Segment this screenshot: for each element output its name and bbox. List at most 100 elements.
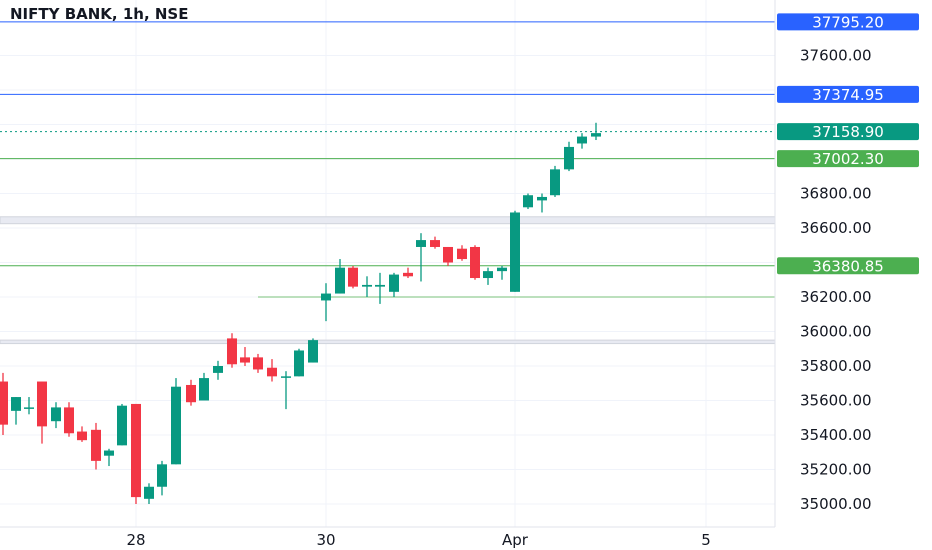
y-tick-label: 36600.00	[800, 219, 872, 237]
price-badge-label: 37374.95	[812, 86, 884, 104]
candle-down	[348, 265, 358, 289]
price-badge-bg	[777, 123, 919, 141]
candle-up	[24, 397, 34, 415]
candle-up	[510, 210, 520, 292]
candle-up	[157, 460, 167, 496]
zones	[0, 216, 776, 345]
candle-down	[267, 359, 277, 382]
candle-up	[294, 348, 304, 377]
candle-body	[199, 378, 209, 401]
candle-body	[483, 271, 493, 279]
candle-body	[37, 381, 47, 427]
candle-up	[564, 141, 574, 172]
candle-down	[457, 245, 467, 261]
candle-body	[497, 267, 507, 272]
candle-down	[64, 402, 74, 437]
candle-down	[240, 347, 250, 366]
candle-body	[267, 367, 277, 377]
candle-body	[335, 267, 345, 294]
x-tick-label: 5	[701, 531, 711, 549]
candle-body	[362, 284, 372, 287]
candle-body	[186, 384, 196, 403]
candle-up	[308, 338, 318, 363]
candle-body	[577, 136, 587, 144]
price-badge-bg	[777, 257, 919, 275]
zone-band	[0, 216, 776, 225]
candle-up	[550, 165, 560, 197]
price-badge-bg	[777, 150, 919, 168]
candle-body	[403, 272, 413, 277]
y-tick-label: 35000.00	[800, 495, 872, 513]
candle-up	[523, 193, 533, 210]
candle-body	[523, 195, 533, 208]
candle-body	[77, 431, 87, 441]
candle-up	[104, 448, 114, 467]
price-badge: 37374.95	[777, 85, 919, 104]
price-badge: 37795.20	[777, 13, 919, 31]
price-badge: 36380.85	[777, 257, 919, 275]
candle-down	[253, 353, 263, 373]
candle-up	[51, 402, 61, 429]
candle-body	[294, 350, 304, 377]
y-tick-label: 35400.00	[800, 426, 872, 444]
candle-body	[157, 464, 167, 487]
candle-up	[497, 265, 507, 280]
candles	[0, 122, 601, 504]
candle-body	[430, 240, 440, 247]
candle-up	[389, 272, 399, 297]
y-tick-label: 35800.00	[800, 357, 872, 375]
x-tick-label: 30	[316, 531, 335, 549]
price-badge: 37002.30	[777, 150, 919, 168]
candle-up	[375, 272, 385, 304]
candle-down	[430, 236, 440, 249]
candle-body	[91, 429, 101, 461]
candle-body	[348, 267, 358, 287]
candle-down	[37, 381, 47, 444]
candle-down	[443, 246, 453, 266]
candle-down	[186, 379, 196, 406]
time-axis[interactable]: 28 30 Apr 5	[126, 531, 710, 549]
candle-body	[375, 284, 385, 287]
y-tick-label: 35600.00	[800, 392, 872, 410]
level-lines	[0, 21, 775, 298]
candle-down	[77, 426, 87, 442]
candle-body	[591, 133, 601, 137]
price-axis[interactable]: 35000.00 35200.00 35400.00 35600.00 35800.00…	[800, 47, 872, 514]
candle-body	[537, 196, 547, 201]
candle-body	[389, 274, 399, 292]
candle-body	[308, 340, 318, 363]
chart-title: NIFTY BANK, 1h, NSE	[10, 5, 188, 23]
candle-body	[227, 338, 237, 365]
candle-body	[171, 386, 181, 465]
candle-up	[117, 403, 127, 446]
y-tick-label: 36000.00	[800, 323, 872, 341]
candle-body	[213, 366, 223, 373]
price-badge: 37158.90	[777, 123, 919, 141]
candle-down	[131, 403, 141, 504]
y-tick-label: 36800.00	[800, 185, 872, 203]
y-tick-label: 35200.00	[800, 461, 872, 479]
candle-up	[144, 483, 154, 504]
price-badge-label: 37002.30	[812, 150, 884, 168]
candle-up	[591, 122, 601, 141]
candle-body	[443, 246, 453, 263]
candle-body	[51, 407, 61, 422]
candle-body	[24, 407, 34, 409]
candle-body	[416, 240, 426, 247]
candle-body	[564, 146, 574, 170]
candle-body	[321, 293, 331, 301]
candle-down	[403, 267, 413, 279]
candle-body	[0, 381, 8, 425]
candle-body	[281, 376, 291, 378]
price-badge-bg	[777, 13, 919, 31]
candle-up	[199, 372, 209, 401]
candle-body	[550, 169, 560, 196]
candle-body	[510, 212, 520, 292]
zone-band	[0, 339, 776, 345]
candle-up	[11, 397, 21, 425]
price-badge-label: 37795.20	[812, 13, 884, 31]
price-badges: 37795.20 37374.95 37158.90 37002.30 36380.85	[777, 13, 919, 275]
candle-body	[117, 405, 127, 446]
